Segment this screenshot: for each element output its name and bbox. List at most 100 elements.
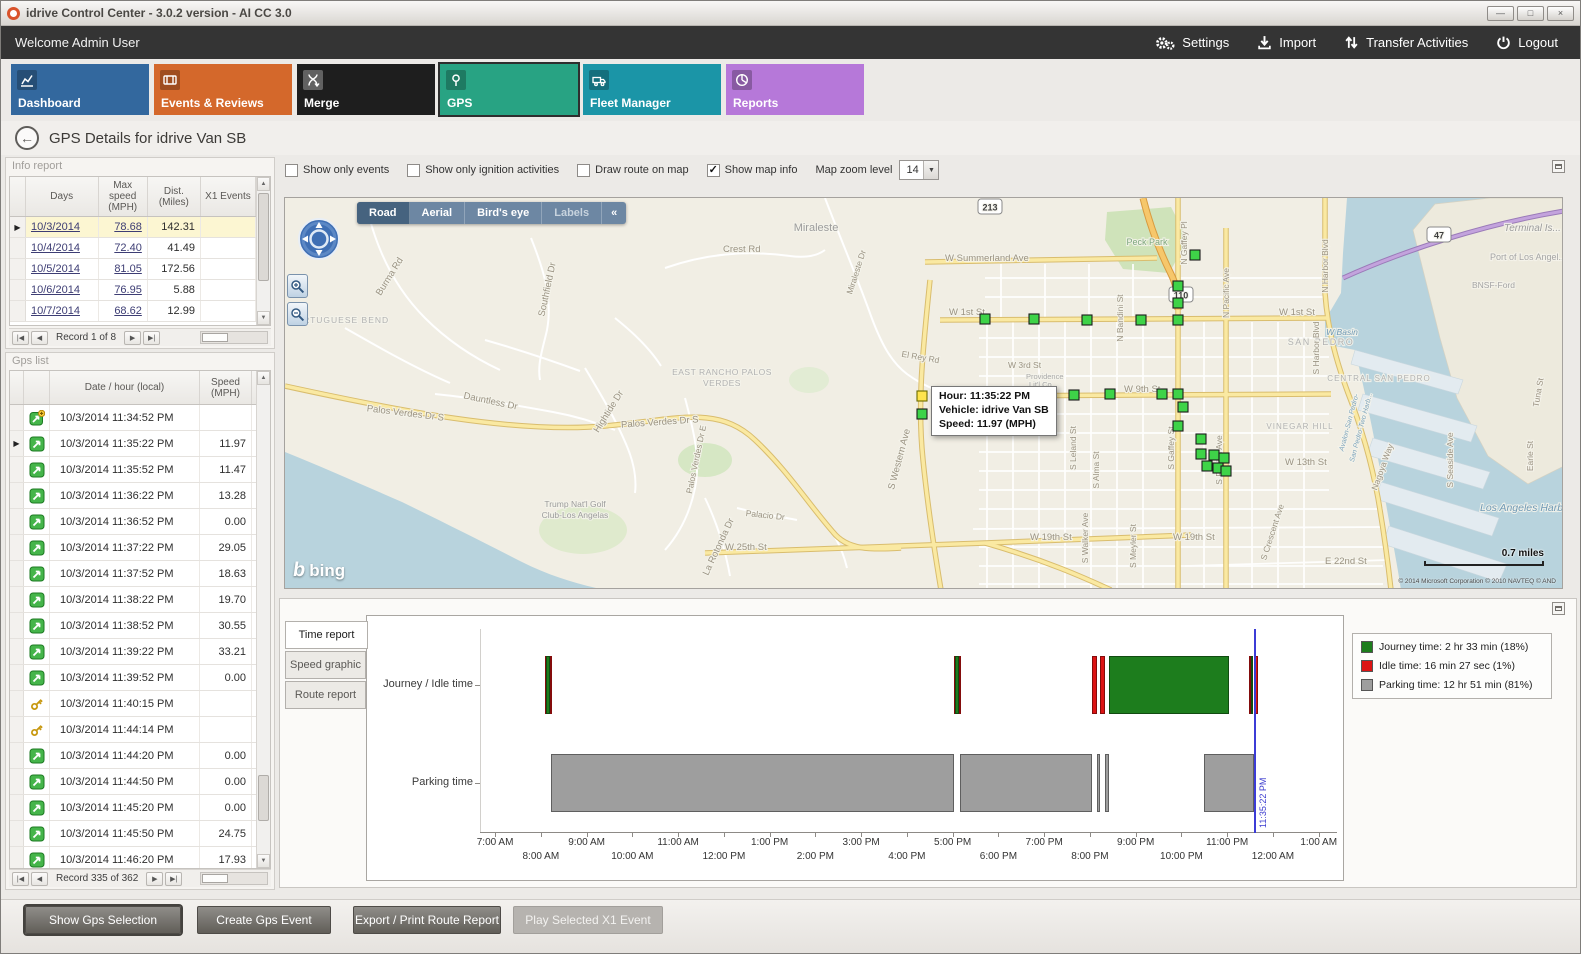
- info-report-row[interactable]: 10/7/2014 68.62 12.99: [10, 301, 256, 322]
- info-report-row[interactable]: 10/5/2014 81.05 172.56: [10, 259, 256, 280]
- record-next-button[interactable]: ▶: [146, 871, 164, 886]
- info-maxspeed-link[interactable]: 72.40: [99, 238, 148, 258]
- gps-marker[interactable]: [1195, 433, 1207, 445]
- scroll-thumb[interactable]: [202, 874, 228, 883]
- gps-list-row[interactable]: 10/3/2014 11:35:52 PM 11.47: [10, 457, 256, 483]
- vertical-scrollbar[interactable]: ▲ ▼: [256, 177, 270, 325]
- info-maxspeed-link[interactable]: 68.62: [99, 301, 148, 321]
- maximize-button[interactable]: □: [1517, 5, 1544, 21]
- close-button[interactable]: ×: [1547, 5, 1574, 21]
- map-zoom-in-button[interactable]: [287, 274, 308, 298]
- nav-tile-dashboard[interactable]: Dashboard: [11, 64, 149, 115]
- chevron-down-icon[interactable]: ▼: [923, 161, 939, 179]
- nav-tile-reports[interactable]: Reports: [726, 64, 864, 115]
- map-tab-bird-s-eye[interactable]: Bird's eye: [465, 202, 543, 224]
- info-date-link[interactable]: 10/7/2014: [26, 301, 99, 321]
- scroll-up-arrow[interactable]: ▲: [257, 177, 270, 191]
- settings-button[interactable]: Settings: [1155, 35, 1229, 51]
- gps-list-row[interactable]: 10/3/2014 11:45:20 PM 0.00: [10, 795, 256, 821]
- show-only-ignition-activities-checkbox[interactable]: Show only ignition activities: [407, 163, 559, 177]
- gps-marker[interactable]: [1208, 449, 1220, 461]
- gps-list-row[interactable]: 10/3/2014 11:38:52 PM 30.55: [10, 613, 256, 639]
- play-selected-x1-event-button[interactable]: Play Selected X1 Event: [513, 906, 663, 934]
- map-tabs-collapse-button[interactable]: «: [611, 207, 618, 219]
- gps-list-row[interactable]: ▶ 10/3/2014 11:35:22 PM 11.97: [10, 431, 256, 457]
- map-tab-road[interactable]: Road: [357, 202, 410, 224]
- show-gps-selection-button[interactable]: Show Gps Selection: [25, 906, 181, 934]
- gps-list-row[interactable]: 10/3/2014 11:39:22 PM 33.21: [10, 639, 256, 665]
- record-next-button[interactable]: ▶: [124, 330, 142, 345]
- scroll-thumb[interactable]: [258, 193, 269, 281]
- import-button[interactable]: Import: [1257, 35, 1316, 50]
- info-maxspeed-link[interactable]: 76.95: [99, 280, 148, 300]
- scroll-thumb[interactable]: [258, 775, 269, 821]
- gps-marker[interactable]: [979, 313, 991, 325]
- record-last-button[interactable]: ▶|: [165, 871, 183, 886]
- gps-list-row[interactable]: 10/3/2014 11:45:50 PM 24.75: [10, 821, 256, 847]
- gps-marker[interactable]: [1172, 314, 1184, 326]
- gps-list-row[interactable]: 10/3/2014 11:44:20 PM 0.00: [10, 743, 256, 769]
- logout-button[interactable]: Logout: [1496, 35, 1558, 50]
- export-print-route-report-button[interactable]: Export / Print Route Report: [353, 906, 501, 934]
- map-zoom-level-select[interactable]: 14 ▼: [899, 160, 940, 180]
- checkbox-box[interactable]: [285, 163, 298, 177]
- show-only-events-checkbox[interactable]: Show only events: [285, 163, 389, 177]
- gps-marker[interactable]: [1135, 314, 1147, 326]
- scroll-down-arrow[interactable]: ▼: [257, 854, 270, 868]
- chart-tab-time-report[interactable]: Time report: [285, 621, 368, 649]
- gps-marker[interactable]: [1028, 313, 1040, 325]
- gps-list-row[interactable]: 10/3/2014 11:39:52 PM 0.00: [10, 665, 256, 691]
- map-zoom-out-button[interactable]: [287, 302, 308, 326]
- info-report-row[interactable]: ▶ 10/3/2014 78.68 142.31: [10, 217, 256, 238]
- map-canvas[interactable]: Miraleste Peck Park W Summerland Ave Crest …: [285, 198, 1563, 589]
- info-report-row[interactable]: 10/4/2014 72.40 41.49: [10, 238, 256, 259]
- checkbox-box[interactable]: ✓: [706, 163, 720, 177]
- record-prev-button[interactable]: ◀: [31, 871, 48, 886]
- record-prev-button[interactable]: ◀: [31, 330, 48, 345]
- scroll-up-arrow[interactable]: ▲: [257, 371, 270, 385]
- gps-marker[interactable]: [1172, 280, 1184, 292]
- info-date-link[interactable]: 10/4/2014: [26, 238, 99, 258]
- gps-list-row[interactable]: 10/3/2014 11:44:14 PM: [10, 717, 256, 743]
- gps-list-row[interactable]: 10/3/2014 11:37:52 PM 18.63: [10, 561, 256, 587]
- checkbox-box[interactable]: [407, 163, 421, 177]
- gps-marker[interactable]: [1068, 389, 1080, 401]
- gps-marker[interactable]: [1172, 297, 1184, 309]
- gps-list-row[interactable]: 10/3/2014 11:38:22 PM 19.70: [10, 587, 256, 613]
- info-date-link[interactable]: 10/6/2014: [26, 280, 99, 300]
- gps-marker[interactable]: [1081, 314, 1093, 326]
- record-first-button[interactable]: |◀: [12, 330, 29, 345]
- map-tab-aerial[interactable]: Aerial: [410, 202, 466, 224]
- gps-marker[interactable]: [1177, 401, 1189, 413]
- chart-panel-collapse-button[interactable]: [1552, 602, 1565, 615]
- record-first-button[interactable]: |◀: [12, 871, 29, 886]
- show-map-info-checkbox[interactable]: ✓ Show map info: [706, 163, 797, 177]
- info-report-row[interactable]: 10/6/2014 76.95 5.88: [10, 280, 256, 301]
- record-last-button[interactable]: ▶|: [143, 330, 161, 345]
- back-button[interactable]: ←: [15, 126, 39, 150]
- gps-marker[interactable]: [1201, 460, 1213, 472]
- scroll-thumb[interactable]: [202, 333, 228, 342]
- info-date-link[interactable]: 10/5/2014: [26, 259, 99, 279]
- gps-marker[interactable]: [1172, 420, 1184, 432]
- gps-list-row[interactable]: 10/3/2014 11:37:22 PM 29.05: [10, 535, 256, 561]
- map-tab-labels[interactable]: Labels: [542, 202, 603, 224]
- info-date-link[interactable]: 10/3/2014: [26, 217, 99, 237]
- minimize-button[interactable]: —: [1487, 5, 1514, 21]
- nav-tile-fleet-manager[interactable]: Fleet Manager: [583, 64, 721, 115]
- gps-marker[interactable]: [1220, 465, 1232, 477]
- nav-tile-events-reviews[interactable]: Events & Reviews: [154, 64, 292, 115]
- gps-list-row[interactable]: 10/3/2014 11:36:22 PM 13.28: [10, 483, 256, 509]
- nav-tile-gps[interactable]: GPS: [438, 62, 580, 117]
- gps-list-row[interactable]: 10/3/2014 11:40:15 PM: [10, 691, 256, 717]
- info-maxspeed-link[interactable]: 78.68: [99, 217, 148, 237]
- map-compass-control[interactable]: [296, 216, 342, 267]
- gps-list-row[interactable]: 10/3/2014 11:46:20 PM 17.93: [10, 847, 256, 868]
- gps-marker[interactable]: [1195, 448, 1207, 460]
- gps-marker[interactable]: [1104, 388, 1116, 400]
- chart-tab-speed-graphic[interactable]: Speed graphic: [285, 651, 366, 679]
- selected-gps-marker[interactable]: [916, 390, 928, 402]
- map-panel-collapse-button[interactable]: [1552, 160, 1565, 173]
- horizontal-scrollbar[interactable]: [200, 872, 268, 885]
- transfer-activities-button[interactable]: Transfer Activities: [1344, 35, 1468, 50]
